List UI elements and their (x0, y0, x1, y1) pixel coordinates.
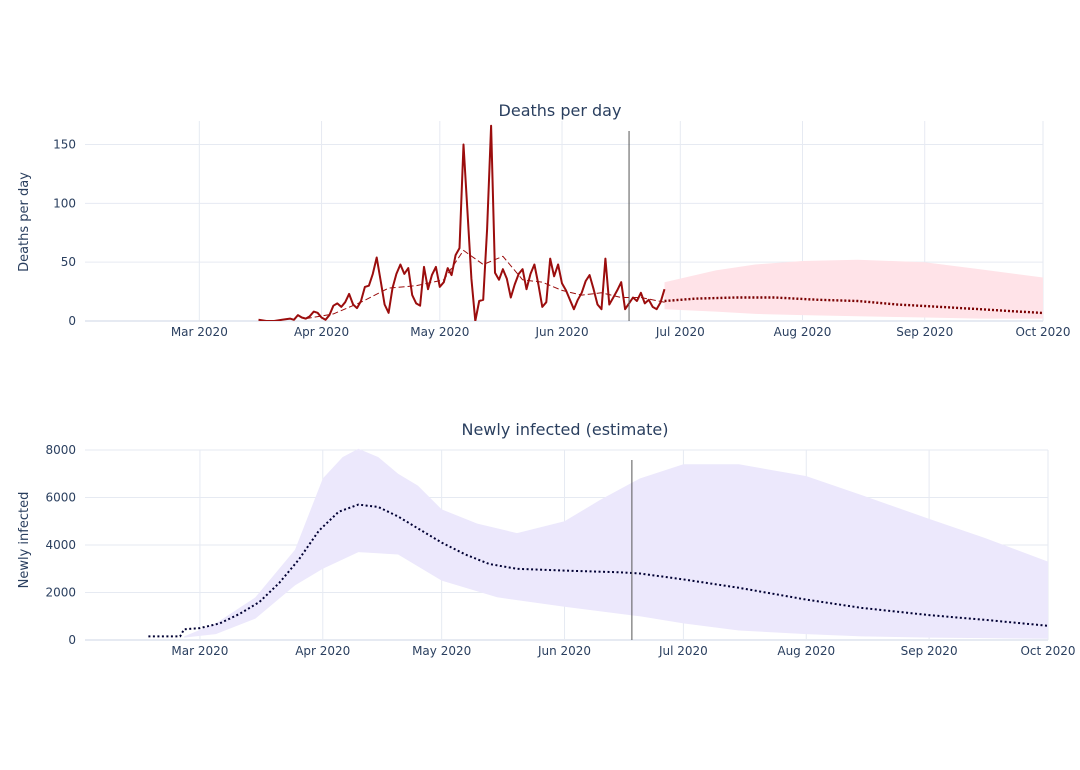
y-tick-label: 0 (68, 314, 76, 328)
x-tick-label: May 2020 (410, 325, 469, 339)
x-tick-label: Oct 2020 (1020, 644, 1075, 658)
uncertainty-band (664, 259, 1043, 319)
y-axis-title: Newly infected (17, 492, 32, 589)
x-tick-label: Aug 2020 (777, 644, 835, 658)
y-tick-label: 8000 (45, 443, 76, 457)
uncertainty-band (184, 448, 1048, 639)
y-tick-label: 50 (61, 255, 76, 269)
y-tick-label: 0 (68, 633, 76, 647)
deaths-per-day-chart: Deaths per day Deaths per day Mar 2020 Ap… (17, 101, 1071, 339)
y-tick-label: 2000 (45, 586, 76, 600)
observed-series-line (258, 124, 666, 321)
y-tick-label: 150 (53, 138, 76, 152)
x-tick-label: Jun 2020 (534, 325, 588, 339)
x-tick-label: Mar 2020 (171, 325, 228, 339)
y-tick-label: 4000 (45, 538, 76, 552)
x-tick-label: Jul 2020 (658, 644, 708, 658)
chart-title: Newly infected (estimate) (461, 420, 668, 439)
x-tick-label: Sep 2020 (896, 325, 953, 339)
smoothed-series-line (305, 249, 665, 320)
plot-area (148, 448, 1048, 639)
chart-title: Deaths per day (499, 101, 622, 120)
y-tick-label: 6000 (45, 491, 76, 505)
x-tick-label: May 2020 (412, 644, 471, 658)
forecast-series-line (664, 296, 1043, 315)
y-tick-label: 100 (53, 196, 76, 210)
x-tick-label: Apr 2020 (295, 644, 350, 658)
x-tick-label: Mar 2020 (171, 644, 228, 658)
x-tick-label: Jul 2020 (655, 325, 705, 339)
newly-infected-chart: Newly infected (estimate) Newly infected… (17, 420, 1076, 658)
y-axis-title: Deaths per day (17, 172, 32, 272)
x-tick-label: Aug 2020 (774, 325, 832, 339)
plot-area (258, 124, 1043, 321)
x-tick-label: Oct 2020 (1015, 325, 1070, 339)
x-tick-label: Sep 2020 (901, 644, 958, 658)
x-tick-label: Apr 2020 (294, 325, 349, 339)
x-tick-label: Jun 2020 (537, 644, 591, 658)
